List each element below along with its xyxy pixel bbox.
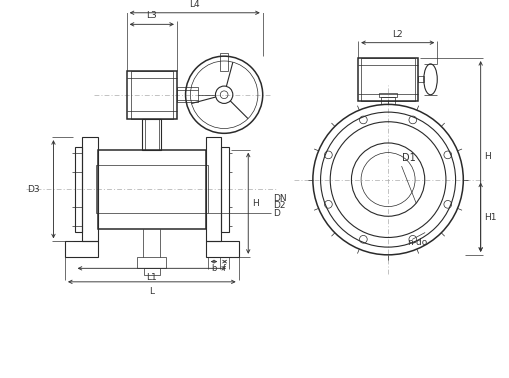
Text: L1: L1	[146, 273, 157, 282]
Bar	[145, 119, 158, 150]
Bar	[417, 76, 423, 82]
Bar	[142, 119, 161, 150]
Bar	[127, 71, 177, 119]
Bar	[206, 241, 238, 257]
Bar	[381, 97, 394, 104]
Text: L3: L3	[146, 11, 157, 20]
Text: D: D	[273, 209, 279, 218]
Bar	[220, 53, 228, 71]
Bar	[206, 137, 221, 241]
Bar	[74, 147, 82, 232]
Bar	[82, 137, 98, 241]
Bar	[357, 58, 417, 101]
Text: H1: H1	[484, 213, 496, 222]
Bar	[177, 87, 197, 102]
Text: H: H	[251, 199, 259, 208]
Text: DN: DN	[273, 194, 287, 203]
Bar	[98, 150, 206, 229]
Text: L4: L4	[189, 0, 200, 9]
Text: D1: D1	[402, 153, 415, 163]
Bar	[96, 165, 207, 213]
Bar	[221, 147, 229, 232]
Bar	[379, 93, 396, 97]
Bar	[65, 241, 98, 257]
Text: L: L	[149, 287, 154, 296]
Text: D2: D2	[273, 201, 285, 210]
Text: b: b	[211, 265, 216, 273]
Text: H: H	[484, 152, 490, 161]
Text: L2: L2	[391, 30, 402, 39]
Text: f: f	[222, 265, 225, 273]
Text: n-do: n-do	[406, 238, 427, 247]
Text: D3: D3	[27, 185, 40, 194]
Bar	[130, 71, 173, 119]
Bar	[137, 257, 166, 268]
Bar	[144, 268, 159, 275]
Bar	[360, 58, 414, 101]
